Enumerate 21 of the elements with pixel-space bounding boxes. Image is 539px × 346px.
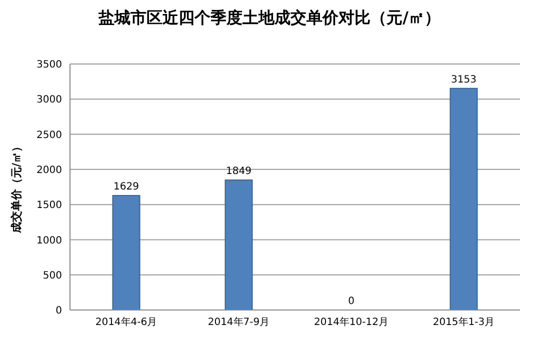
y-tick-label: 0 bbox=[56, 306, 62, 317]
x-tick-label: 2014年4-6月 bbox=[95, 316, 158, 328]
x-tick-label: 2014年10-12月 bbox=[314, 316, 389, 328]
x-tick-label: 2015年1-3月 bbox=[432, 316, 495, 328]
x-tick-label: 2014年7-9月 bbox=[208, 316, 270, 328]
bar bbox=[224, 180, 253, 310]
data-label: 3153 bbox=[451, 74, 476, 86]
data-label: 0 bbox=[348, 296, 354, 307]
y-tick-label: 3000 bbox=[36, 94, 62, 106]
y-tick-label: 500 bbox=[42, 270, 62, 282]
y-tick-label: 1000 bbox=[36, 235, 62, 246]
data-label: 1629 bbox=[114, 182, 139, 193]
y-tick-label: 3500 bbox=[36, 60, 62, 71]
y-tick-label: 1500 bbox=[36, 200, 62, 212]
y-axis-title: 成交单价（元/㎡） bbox=[10, 140, 23, 234]
bar bbox=[450, 88, 478, 310]
y-tick-label: 2000 bbox=[36, 164, 62, 176]
chart-title: 盐城市区近四个季度土地成交单价对比（元/㎡） bbox=[98, 8, 442, 29]
y-tick-label: 2500 bbox=[36, 130, 62, 141]
data-label: 1849 bbox=[226, 166, 252, 178]
bar bbox=[112, 195, 140, 310]
